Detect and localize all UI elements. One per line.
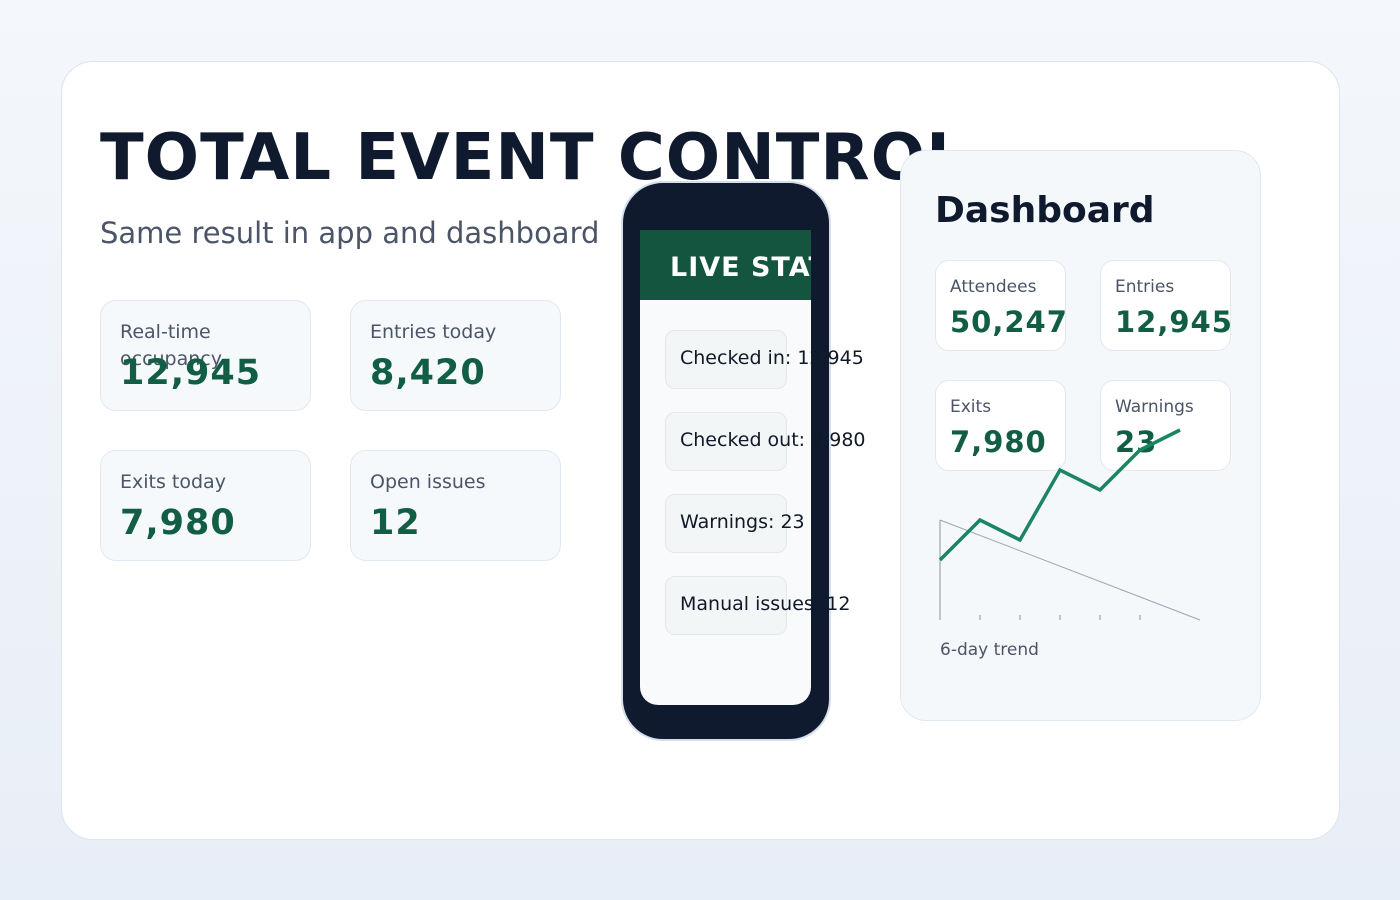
stat-card: Open issues 12 <box>350 450 561 561</box>
stat-card: Exits today 7,980 <box>100 450 311 561</box>
stat-value: 12,945 <box>1115 305 1233 339</box>
status-text: Manual issues: 12 <box>680 593 851 615</box>
dashboard-title: Dashboard <box>935 190 1155 231</box>
status-text: Checked in: 12,945 <box>680 347 864 369</box>
stat-label: Attendees <box>950 277 1037 297</box>
status-item <box>665 576 787 635</box>
status-text: Warnings: 23 <box>680 511 805 533</box>
stat-value: 23 <box>1115 425 1158 459</box>
status-item <box>665 412 787 471</box>
status-item <box>665 494 787 553</box>
stat-label: Exits <box>950 397 992 417</box>
stat-value: 12 <box>370 503 421 543</box>
stat-card: Real-time occupancy 12,945 <box>100 300 311 411</box>
stat-value: 12,945 <box>120 353 262 393</box>
stat-label: Open issues <box>370 471 486 493</box>
status-item <box>665 330 787 389</box>
status-text: Checked out: 7,980 <box>680 429 866 451</box>
stat-label: Warnings <box>1115 397 1194 417</box>
dashboard-stat: Warnings 23 <box>1100 380 1231 471</box>
stat-card: Entries today 8,420 <box>350 300 561 411</box>
subtitle: Same result in app and dashboard <box>100 216 600 250</box>
stat-value: 8,420 <box>370 353 486 393</box>
dashboard-stat: Exits 7,980 <box>935 380 1066 471</box>
stat-value: 50,247 <box>950 305 1068 339</box>
dashboard-stat: Attendees 50,247 <box>935 260 1068 351</box>
chart-label: 6-day trend <box>940 640 1039 660</box>
app-header: LIVE STATUS <box>640 230 811 300</box>
stat-value: 7,980 <box>120 503 236 543</box>
app-title: LIVE STATUS <box>670 252 811 283</box>
stat-label: Entries <box>1115 277 1175 297</box>
stat-label: Real-time occupancy <box>120 321 222 370</box>
stat-label: Entries today <box>370 321 497 343</box>
stat-label: Exits today <box>120 471 226 493</box>
stat-value: 7,980 <box>950 425 1047 459</box>
title: TOTAL EVENT CONTROL <box>100 121 968 195</box>
dashboard-stat: Entries 12,945 <box>1100 260 1233 351</box>
